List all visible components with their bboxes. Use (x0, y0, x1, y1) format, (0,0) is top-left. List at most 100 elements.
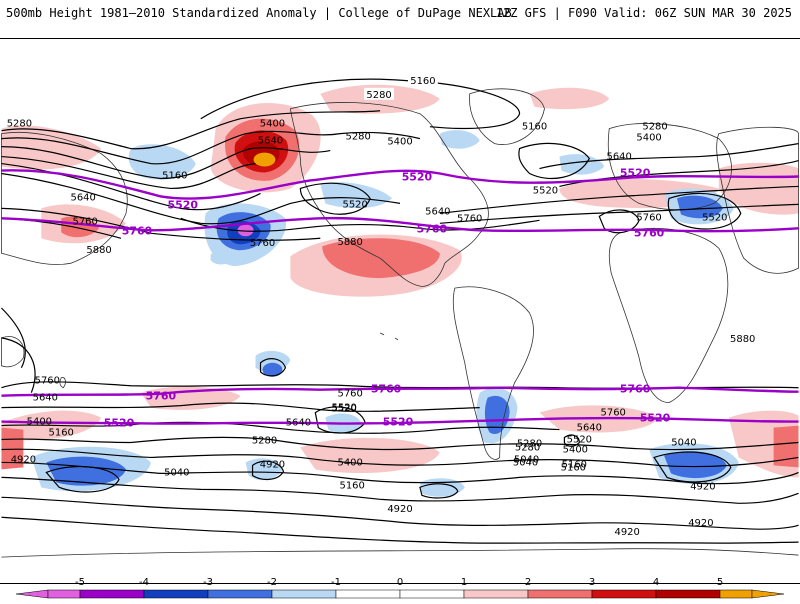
anomaly-negative-greenland (439, 130, 480, 149)
label-black-13: 5160 (162, 170, 187, 181)
label-black-3: 5280 (345, 132, 370, 143)
label-black-39: 5040 (514, 454, 539, 465)
tick-label-pos3: 3 (589, 577, 595, 588)
nz-outline (59, 377, 66, 389)
tick-label-pos1: 1 (461, 577, 467, 588)
swatch-gt-pos5 (751, 589, 785, 599)
australia-outline (1, 336, 25, 368)
swatch-pos45 (655, 589, 721, 599)
sh-5520-contour (1, 416, 799, 425)
label-black-4: 5160 (522, 122, 547, 133)
swatch-pos34 (591, 589, 657, 599)
label-black-41: 4920 (688, 518, 713, 529)
label-black-20: 5640 (607, 152, 632, 163)
europe-outline (607, 123, 732, 211)
colorbar: -5 -4 -3 -2 -1 0 1 2 3 4 5 (0, 574, 800, 600)
label-purple-3: 5760 (417, 222, 448, 235)
label-black-6: 5400 (636, 133, 661, 144)
anomaly-negative-s-america-2 (484, 395, 510, 435)
anomaly-negative-europe-2 (676, 195, 723, 219)
label-purple-9: 5520 (383, 416, 414, 429)
sh-5760-contour (1, 386, 799, 397)
label-black-42: 5040 (671, 438, 696, 449)
swatch-neg23 (207, 589, 273, 599)
label-black-35: 5760 (338, 389, 363, 400)
nh-5760-contour (1, 216, 799, 233)
anomaly-positive-asia-2 (61, 216, 100, 238)
anomaly-negative-atlantic-n (559, 154, 605, 175)
label-purple-7: 5760 (371, 383, 402, 396)
anomaly-map: 5160 5280 5400 5280 5160 5280 5400 5520 … (0, 38, 800, 584)
greenland-outline (469, 88, 545, 145)
label-black-46: 5400 (563, 444, 588, 455)
swatch-neg45 (79, 589, 145, 599)
label-purple-2: 5520 (402, 170, 433, 183)
label-black-23: 5760 (35, 376, 60, 387)
swatch-pos12 (463, 589, 529, 599)
label-black-52: 5880 (730, 334, 755, 345)
anomaly-negative-sh-south-2 (46, 456, 127, 486)
swatch-neg34 (143, 589, 209, 599)
label-black-26: 5400 (27, 417, 52, 428)
label-black-34: 5640 (286, 418, 311, 429)
antarctica-outline (1, 548, 799, 558)
asia-outline (716, 126, 799, 274)
label-black-8: 5640 (70, 192, 95, 203)
anomaly-negative-sh-pacific-2 (262, 362, 283, 377)
label-black-29: 5280 (252, 436, 277, 447)
africa-outline (608, 227, 729, 404)
north-america-outline (289, 102, 489, 287)
colorbar-ticklabels: -5 -4 -3 -2 -1 0 1 2 3 4 5 (75, 577, 723, 588)
label-purple-8: 5520 (104, 417, 135, 430)
label-black-32: 5160 (340, 480, 365, 491)
label-black-22: 5880 (86, 245, 111, 256)
label-black-21: 5760 (636, 212, 661, 223)
label-black-44: 5640 (577, 423, 602, 434)
anomaly-negative-sh-small (419, 478, 465, 497)
contour-labels-black: 5160 5280 5400 5280 5160 5280 5400 5520 … (7, 73, 755, 538)
label-black-24: 5640 (33, 393, 58, 404)
swatch-neg12 (271, 589, 337, 599)
swatch-pos5 (719, 589, 753, 599)
label-black-36: 5400 (338, 457, 363, 468)
swatch-lt-neg5 (15, 589, 49, 599)
colorbar-graphic: -5 -4 -3 -2 -1 0 1 2 3 4 5 (15, 577, 785, 599)
label-black-10: 5640 (258, 136, 283, 147)
label-purple-1: 5760 (122, 224, 153, 237)
label-black-37: 5280 (517, 439, 542, 450)
label-black-47: 5280 (515, 442, 540, 453)
label-purple-5: 5760 (634, 226, 665, 239)
height-contours-purple (1, 169, 799, 425)
coastlines (1, 88, 799, 558)
tick-label-pos2: 2 (525, 577, 531, 588)
swatch-neg01 (335, 589, 401, 599)
anomaly-positive-alaska-5 (253, 152, 276, 167)
label-black-9: 5760 (72, 216, 97, 227)
tick-label-pos5: 5 (717, 577, 723, 588)
label-black-45: 5520 (567, 435, 592, 446)
label-black-28: 4920 (11, 454, 36, 465)
swatch-pos01 (399, 589, 465, 599)
label-black-43: 5760 (601, 408, 626, 419)
colorbar-swatches (15, 589, 785, 599)
tick-label-pos4: 4 (653, 577, 659, 588)
label-black-16: 5760 (457, 213, 482, 224)
swatch-pos23 (527, 589, 593, 599)
anomaly-negative-atl-mid (210, 250, 233, 265)
label-black-25: 5520 (332, 403, 357, 414)
anomaly-positive-sh-edge (773, 425, 799, 468)
label-purple-0: 5520 (168, 198, 199, 211)
label-black-31: 4920 (260, 459, 285, 470)
label-black-30: 5040 (164, 467, 189, 478)
anomaly-negative-nw (128, 144, 196, 180)
mid-atlantic-islands (379, 332, 399, 341)
tick-label-neg2: -2 (267, 577, 277, 588)
nh-5520-contour (1, 169, 799, 200)
label-black-18: 5760 (250, 238, 275, 249)
label-black-15: 5640 (425, 206, 450, 217)
swatch-neg5 (47, 589, 81, 599)
label-black-49: 5040 (513, 457, 538, 468)
height-contours-black (1, 78, 799, 544)
label-black-0: 5160 (410, 76, 435, 87)
label-black-48: 5160 (561, 462, 586, 473)
